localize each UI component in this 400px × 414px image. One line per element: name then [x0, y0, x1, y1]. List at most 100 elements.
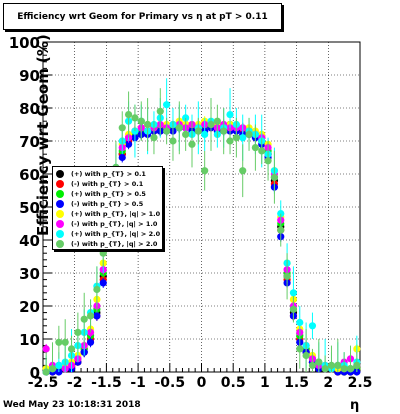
data-point [194, 127, 202, 135]
legend-entry: (+) with p_{T}, |q| > 1.0 [53, 209, 162, 219]
y-tick-label: 50 [19, 199, 40, 217]
data-point [220, 127, 228, 135]
x-tick-label: 1 [260, 375, 270, 391]
x-tick-label: 2 [323, 375, 333, 391]
data-point [124, 140, 133, 148]
legend-marker [56, 240, 64, 248]
data-point [308, 322, 317, 330]
y-tick-label: 20 [19, 298, 40, 316]
y-tick-label: 70 [19, 133, 40, 151]
x-axis-title: η [350, 398, 360, 413]
data-point [131, 114, 139, 122]
legend-marker [56, 220, 64, 228]
axes: -2.5 -2 -1.5 -1 -0.5 0 0.5 1 1.5 2 2.5 0 10 20 30 40 50 6… [9, 34, 373, 391]
data-point [296, 318, 304, 327]
legend-entry: (-) with p_{T}, |q| > 1.0 [53, 219, 162, 229]
data-point [289, 305, 298, 313]
data-point [137, 117, 145, 125]
data-point [80, 315, 88, 323]
legend-marker [56, 180, 64, 188]
legend-marker [56, 170, 64, 178]
legend-marker [56, 190, 64, 198]
y-tick-label: 0 [30, 364, 40, 382]
data-point [226, 111, 234, 119]
legend-label: (-) with p_{T} > 0.1 [71, 180, 144, 188]
data-point [245, 130, 253, 138]
x-tick-label: -2 [67, 375, 83, 391]
data-point [353, 361, 361, 369]
y-tick-label: 80 [19, 100, 40, 118]
legend-label: (-) with p_{T}, |q| > 2.0 [71, 240, 158, 248]
data-point [302, 351, 310, 360]
x-tick-label: 2.5 [348, 375, 373, 391]
data-point [156, 107, 164, 115]
y-axis-title: Efficiency wrt Geom (%) [34, 34, 52, 236]
x-tick-label: 0 [197, 375, 207, 391]
data-point [296, 345, 304, 353]
data-point [99, 249, 107, 257]
data-point [182, 130, 190, 138]
legend-label: (-) with p_{T}, |q| > 1.0 [71, 220, 158, 228]
x-tick-label: -0.5 [154, 375, 185, 391]
data-point [239, 134, 247, 142]
x-tick-label: 0.5 [221, 375, 246, 391]
chart-title: Efficiency wrt Geom for Primary vs η at … [17, 11, 268, 22]
legend-label: (+) with p_{T}, |q| > 1.0 [71, 210, 161, 218]
legend-label: (+) with p_{T}, |q| > 2.0 [71, 230, 161, 238]
data-point [207, 120, 215, 129]
x-tick-label: -1.5 [91, 375, 122, 391]
data-points [42, 78, 361, 376]
legend-entry: (+) with p_{T}, |q| > 2.0 [53, 229, 162, 239]
legend-entry: (-) with p_{T} > 0.5 [53, 199, 162, 209]
x-tick-label: -2.5 [28, 375, 59, 391]
data-point [150, 134, 158, 142]
legend-entry: (+) with p_{T} > 0.1 [53, 169, 162, 179]
legend-entry: (+) with p_{T} > 0.5 [53, 189, 162, 199]
data-point [226, 137, 234, 145]
data-point [55, 338, 63, 346]
data-point [258, 147, 266, 155]
legend-label: (+) with p_{T} > 0.1 [71, 170, 146, 178]
x-tick-label: 1.5 [284, 375, 309, 391]
legend-entry: (-) with p_{T}, |q| > 2.0 [53, 239, 162, 249]
data-point [118, 124, 126, 132]
legend-label: (-) with p_{T} > 0.5 [71, 200, 144, 208]
data-point [277, 226, 285, 234]
data-point [86, 338, 95, 346]
data-point [321, 365, 329, 373]
data-point [289, 289, 298, 297]
title-box: Efficiency wrt Geom for Primary vs η at … [3, 3, 282, 30]
data-point [55, 361, 63, 369]
y-tick-label: 30 [19, 265, 40, 283]
data-point [163, 127, 171, 135]
y-tick-label: 90 [19, 67, 40, 85]
data-point [169, 137, 177, 145]
data-point [201, 167, 209, 175]
data-point [93, 285, 101, 294]
data-point [201, 130, 209, 138]
data-point [251, 144, 259, 152]
data-point [99, 279, 107, 287]
legend-entry: (-) with p_{T} > 0.1 [53, 179, 162, 189]
data-point [144, 120, 152, 129]
data-point [315, 358, 323, 366]
data-point [213, 117, 221, 125]
data-point [86, 312, 95, 320]
y-tick-label: 40 [19, 232, 40, 250]
data-point [239, 167, 247, 175]
data-point [264, 157, 272, 165]
legend-label: (+) with p_{T} > 0.5 [71, 190, 146, 198]
data-point [74, 328, 82, 336]
data-point [188, 140, 196, 148]
legend: (+) with p_{T} > 0.1 (-) with p_{T} > 0.1… [52, 166, 163, 250]
legend-marker [56, 210, 64, 218]
legend-marker [56, 200, 64, 208]
y-tick-label: 10 [19, 331, 40, 349]
data-point [270, 173, 279, 181]
data-point [124, 111, 133, 119]
data-point [334, 361, 342, 369]
timestamp-footer: Wed May 23 10:18:31 2018 [3, 400, 141, 410]
grid-lines [42, 41, 361, 373]
data-point [283, 272, 291, 280]
